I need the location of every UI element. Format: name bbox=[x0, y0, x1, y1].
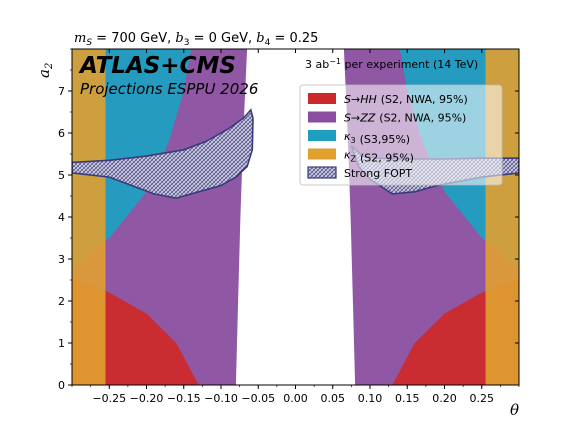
x-tick-label: −0.05 bbox=[241, 392, 275, 405]
x-tick-label: −0.10 bbox=[204, 392, 238, 405]
x-tick-label: 0.25 bbox=[470, 392, 495, 405]
legend-swatch bbox=[308, 93, 336, 104]
x-tick-label: 0.15 bbox=[395, 392, 420, 405]
region-kappaz-left bbox=[72, 49, 106, 385]
legend-swatch bbox=[307, 166, 337, 179]
y-tick-label: 6 bbox=[58, 127, 65, 140]
y-tick-label: 4 bbox=[58, 211, 65, 224]
experiment-label: ATLAS+CMS bbox=[78, 53, 236, 79]
chart-title: mS = 700 GeV, b3 = 0 GeV, b4 = 0.25 bbox=[74, 31, 318, 48]
y-axis-ticks: 0 1 2 3 4 5 6 7 bbox=[58, 48, 519, 392]
y-tick-label: 3 bbox=[58, 253, 65, 266]
region-strong-fopt-left bbox=[72, 108, 254, 199]
legend-box bbox=[299, 84, 503, 186]
y-axis-label: a2 bbox=[35, 63, 55, 78]
legend-label: κ3 (S3,95%) bbox=[344, 130, 410, 146]
y-tick-label: 0 bbox=[58, 379, 65, 392]
x-tick-label: 0.00 bbox=[283, 392, 308, 405]
x-axis-ticks: −0.25 −0.20 −0.15 −0.10 −0.05 0.00 0.05 0.10 0.1… bbox=[71, 49, 520, 405]
legend-label: S→ZZ (S2, NWA, 95%) bbox=[344, 112, 466, 125]
x-tick-label: −0.15 bbox=[167, 392, 201, 405]
projection-label: Projections ESPPU 2026 bbox=[80, 80, 258, 98]
legend-label: κZ (S2, 95%) bbox=[344, 149, 414, 165]
x-axis-label: θ bbox=[510, 401, 519, 419]
x-tick-label: −0.20 bbox=[130, 392, 164, 405]
legend-label: S→HH (S2, NWA, 95%) bbox=[344, 93, 468, 106]
x-tick-label: −0.25 bbox=[92, 392, 126, 405]
x-tick-label: 0.10 bbox=[358, 392, 383, 405]
y-tick-label: 5 bbox=[58, 169, 65, 182]
luminosity-label: 3 ab−1 per experiment (14 TeV) bbox=[305, 57, 478, 71]
legend-label: Strong FOPT bbox=[344, 167, 412, 180]
y-tick-label: 7 bbox=[58, 85, 65, 98]
y-tick-label: 2 bbox=[58, 295, 65, 308]
legend-swatch bbox=[308, 130, 336, 141]
y-tick-label: 1 bbox=[58, 337, 65, 350]
legend-swatch bbox=[308, 148, 336, 160]
legend: S→HH (S2, NWA, 95%) S→ZZ (S2, NWA, 95%) κ3 (S… bbox=[299, 84, 503, 186]
x-tick-label: 0.20 bbox=[432, 392, 457, 405]
legend-swatch bbox=[308, 111, 336, 123]
x-tick-label: 0.05 bbox=[321, 392, 346, 405]
